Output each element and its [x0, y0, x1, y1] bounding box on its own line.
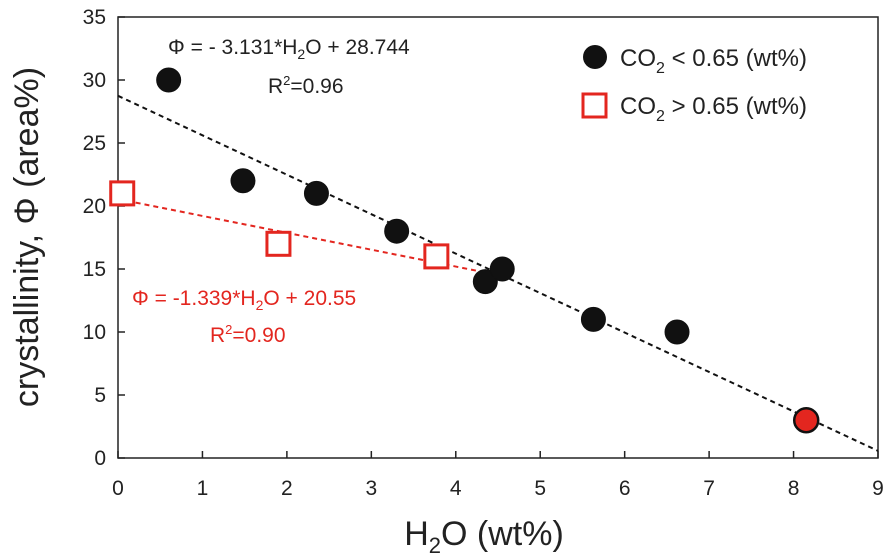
fit-equation-red: Φ = -1.339*H2O + 20.55	[132, 287, 356, 313]
y-tick-label: 10	[83, 321, 106, 344]
legend: CO2 < 0.65 (wt%) CO2 > 0.65 (wt%)	[581, 45, 807, 125]
y-tick-label: 35	[83, 6, 106, 29]
legend-label-co2-low: CO2 < 0.65 (wt%)	[620, 45, 807, 77]
y-tick-label: 5	[94, 384, 106, 407]
x-tick-label: 7	[703, 477, 715, 500]
data-point-circle	[230, 168, 256, 194]
x-tick-label: 3	[365, 477, 377, 500]
data-point-circle	[489, 256, 515, 282]
fit-line	[117, 94, 879, 452]
data-point-circle	[472, 269, 498, 295]
data-point-circle	[384, 218, 410, 244]
y-tick-label: 0	[94, 447, 106, 470]
y-axis-title: crystallinity, Φ (area%)	[8, 67, 46, 407]
x-axis-title: H2O (wt%)	[404, 515, 564, 558]
y-tick-label: 30	[83, 69, 106, 92]
legend-label-co2-high: CO2 > 0.65 (wt%)	[620, 93, 807, 125]
x-tick-label: 6	[619, 477, 631, 500]
y-tick-label: 25	[83, 132, 106, 155]
legend-marker-filled-circle	[583, 45, 607, 69]
data-point-square	[265, 230, 292, 257]
fit-equation-black: Φ = - 3.131*H2O + 28.744	[168, 36, 410, 62]
y-tick-label: 20	[83, 195, 106, 218]
data-point-circle	[156, 67, 182, 93]
data-point-square	[423, 243, 450, 270]
x-tick-label: 0	[112, 477, 124, 500]
legend-marker-open-square	[581, 92, 608, 119]
fit-r2-black: R2=0.96	[268, 73, 344, 98]
plot-frame	[117, 16, 879, 459]
x-tick-label: 5	[534, 477, 546, 500]
y-tick-label: 15	[83, 258, 106, 281]
data-point-circle	[664, 319, 690, 345]
data-point-square	[109, 180, 136, 207]
fit-line	[117, 198, 507, 278]
x-tick-label: 9	[872, 477, 884, 500]
x-tick-label: 4	[450, 477, 462, 500]
data-point-highlighted	[792, 406, 820, 434]
x-tick-label: 2	[281, 477, 293, 500]
data-point-circle	[580, 306, 606, 332]
fit-r2-red: R2=0.90	[210, 322, 286, 347]
data-point-circle	[303, 180, 329, 206]
data-points	[109, 67, 820, 434]
x-axis-ticks: 0 1 2 3 4 5 6 7 8 9	[112, 451, 884, 500]
x-tick-label: 8	[788, 477, 800, 500]
fit-lines	[117, 94, 879, 452]
x-tick-label: 1	[197, 477, 209, 500]
